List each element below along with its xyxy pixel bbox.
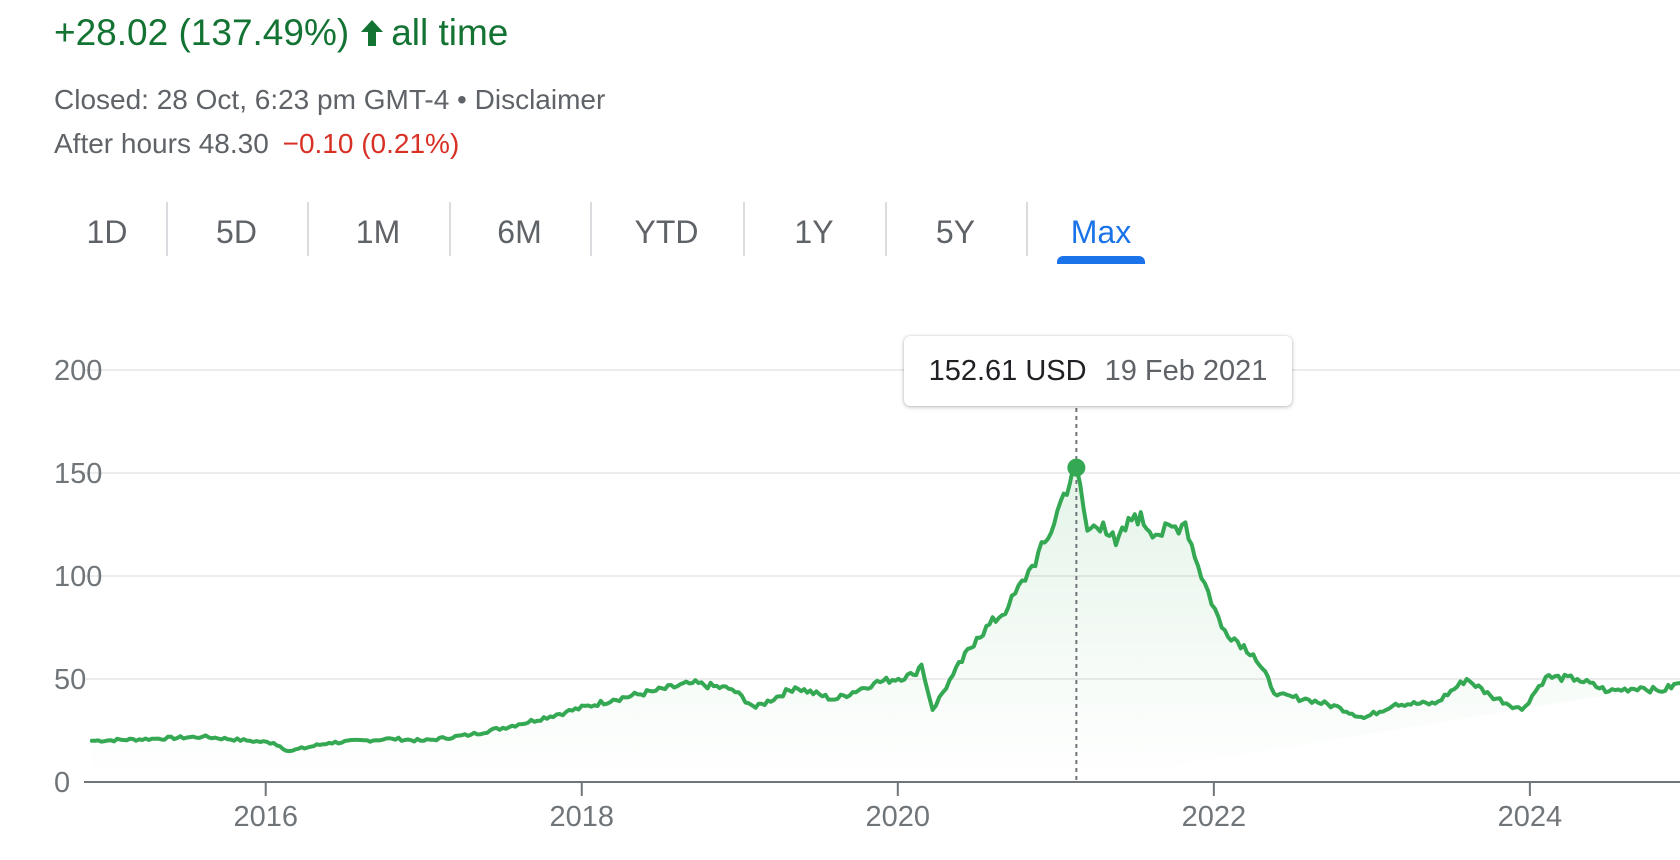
tab-5d[interactable]: 5D	[166, 200, 307, 264]
arrow-up-icon	[359, 18, 385, 48]
closed-status: Closed: 28 Oct, 6:23 pm GMT-4 • Disclaim…	[54, 84, 606, 115]
hover-point	[1067, 458, 1086, 477]
y-tick-label: 50	[54, 664, 86, 696]
y-tick-label: 100	[54, 561, 102, 593]
tab-1d[interactable]: 1D	[86, 213, 128, 250]
x-tick-label: 2018	[550, 801, 615, 833]
after-hours-label: After hours 48.30	[54, 128, 269, 159]
x-tick-label: 2016	[233, 801, 298, 833]
tab-6m[interactable]: 6M	[449, 200, 590, 264]
y-tick-label: 0	[54, 767, 70, 799]
tooltip-price: 152.61 USD	[928, 354, 1087, 387]
price-line	[89, 465, 1680, 754]
y-axis-labels: 0 50 100 150 200	[54, 355, 102, 799]
x-tick-label: 2024	[1498, 801, 1563, 833]
tooltip-date: 19 Feb 2021	[1104, 354, 1268, 387]
tab-1y[interactable]: 1Y	[743, 200, 885, 264]
change-period-label: all time	[391, 12, 509, 53]
y-tick-label: 150	[54, 458, 102, 490]
tab-5y[interactable]: 5Y	[885, 200, 1026, 264]
tab-ytd[interactable]: YTD	[590, 200, 743, 264]
x-axis: 2016 2018 2020 2022 2024	[84, 781, 1680, 833]
price-chart[interactable]: 0 50 100 150 200 2016 2018 2020 2022 2024	[0, 300, 1680, 860]
x-tick-label: 2022	[1182, 801, 1247, 833]
after-hours-change: −0.10 (0.21%)	[282, 128, 460, 159]
price-tooltip: 152.61 USD 19 Feb 2021	[904, 336, 1292, 406]
range-tabs: 1D 5D 1M 6M YTD 1Y 5Y Max	[48, 200, 1176, 264]
grid-lines	[84, 369, 1680, 680]
tab-1m[interactable]: 1M	[307, 200, 449, 264]
x-tick-label: 2020	[866, 801, 931, 833]
after-hours-info: After hours 48.30 −0.10 (0.21%)	[54, 128, 459, 160]
tab-max[interactable]: Max	[1026, 200, 1176, 264]
change-value: +28.02 (137.49%)	[54, 12, 350, 53]
total-change: +28.02 (137.49%) all time	[54, 12, 508, 54]
y-tick-label: 200	[54, 355, 102, 387]
price-area-fill	[91, 467, 1680, 782]
